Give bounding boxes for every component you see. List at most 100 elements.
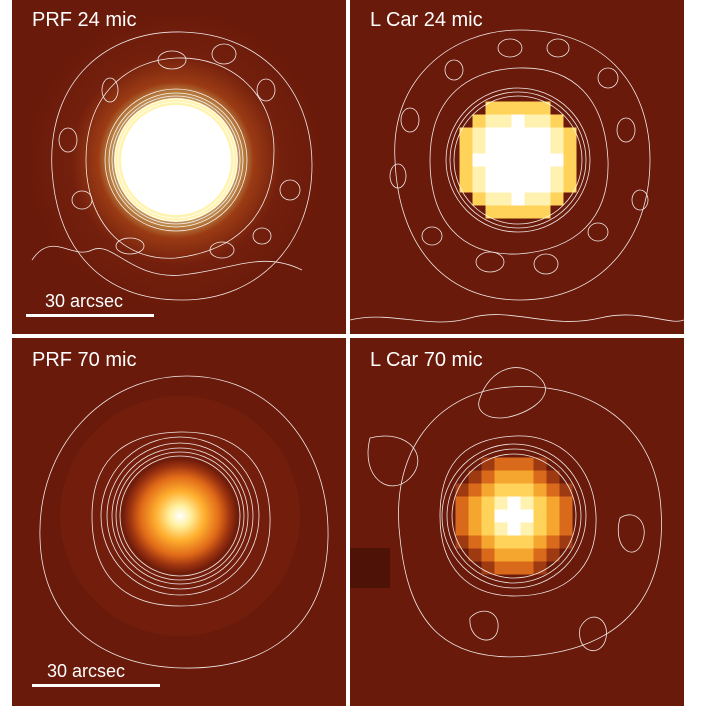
- panel-label: PRF 24 mic: [32, 9, 137, 31]
- panel-label: L Car 24 mic: [370, 9, 483, 31]
- image-pixel: [468, 548, 482, 562]
- image-pixel: [533, 457, 547, 471]
- lcar-70-image: [350, 338, 684, 706]
- image-pixel: [485, 140, 499, 154]
- image-pixel: [485, 179, 499, 193]
- image-pixel: [511, 140, 525, 154]
- image-pixel: [511, 114, 525, 128]
- image-pixel: [537, 114, 551, 128]
- scale-bar: [32, 684, 160, 687]
- image-pixel: [559, 509, 573, 523]
- image-pixel: [511, 179, 525, 193]
- image-pixel: [494, 483, 508, 497]
- panel-prf-70: PRF 70 mic 30 arcsec: [12, 338, 346, 706]
- image-pixel: [520, 470, 534, 484]
- image-pixel: [494, 561, 508, 575]
- image-pixel: [498, 127, 512, 141]
- image-pixel: [468, 522, 482, 536]
- image-pixel: [550, 127, 564, 141]
- image-pixel: [546, 535, 560, 549]
- image-pixel: [468, 535, 482, 549]
- image-pixel: [494, 470, 508, 484]
- image-pixel: [537, 140, 551, 154]
- image-pixel: [472, 166, 486, 180]
- image-pixel: [537, 101, 551, 115]
- image-pixel: [459, 179, 473, 193]
- image-pixel: [520, 522, 534, 536]
- image-pixel: [472, 192, 486, 206]
- image-pixel: [563, 179, 577, 193]
- image-pixel: [524, 192, 538, 206]
- image-pixel: [524, 205, 538, 219]
- image-pixel: [546, 548, 560, 562]
- image-pixel: [494, 496, 508, 510]
- image-pixel: [520, 548, 534, 562]
- image-pixel: [533, 496, 547, 510]
- image-pixel: [563, 166, 577, 180]
- image-pixel: [459, 127, 473, 141]
- image-pixel: [559, 483, 573, 497]
- image-pixel: [550, 192, 564, 206]
- image-pixel: [459, 153, 473, 167]
- image-pixel: [494, 535, 508, 549]
- image-pixel: [524, 101, 538, 115]
- image-pixel: [459, 166, 473, 180]
- image-pixel: [485, 153, 499, 167]
- image-pixel: [459, 140, 473, 154]
- image-pixel: [507, 522, 521, 536]
- panel-lcar-24: L Car 24 mic: [350, 0, 684, 334]
- panel-lcar-70: L Car 70 mic: [350, 338, 684, 706]
- image-pixel: [524, 114, 538, 128]
- image-pixel: [533, 561, 547, 575]
- image-pixel: [455, 522, 469, 536]
- image-pixel: [498, 153, 512, 167]
- image-pixel: [481, 561, 495, 575]
- image-pixel: [507, 457, 521, 471]
- image-pixel: [533, 483, 547, 497]
- image-pixel: [494, 548, 508, 562]
- image-pixel: [485, 205, 499, 219]
- image-pixel: [455, 535, 469, 549]
- image-pixel: [481, 522, 495, 536]
- image-pixel: [481, 470, 495, 484]
- image-pixel: [468, 470, 482, 484]
- image-pixel: [498, 114, 512, 128]
- panel-label: PRF 70 mic: [32, 349, 137, 371]
- image-pixel: [520, 457, 534, 471]
- image-pixel: [481, 496, 495, 510]
- image-pixel: [550, 114, 564, 128]
- panel-prf-24: PRF 24 mic 30 arcsec: [12, 0, 346, 334]
- image-pixel: [520, 496, 534, 510]
- image-pixel: [468, 483, 482, 497]
- prf-70-image: [12, 338, 346, 706]
- image-pixel: [524, 140, 538, 154]
- image-pixel: [524, 127, 538, 141]
- image-pixel: [481, 535, 495, 549]
- image-pixel: [455, 483, 469, 497]
- image-pixel: [511, 127, 525, 141]
- image-pixel: [481, 509, 495, 523]
- image-pixel: [563, 127, 577, 141]
- image-pixel: [550, 153, 564, 167]
- image-pixel: [550, 179, 564, 193]
- image-pixel: [498, 101, 512, 115]
- image-pixel: [485, 127, 499, 141]
- scale-bar-label: 30 arcsec: [45, 291, 124, 311]
- image-pixel: [472, 114, 486, 128]
- image-pixel: [524, 153, 538, 167]
- image-pixel: [498, 205, 512, 219]
- image-pixel: [455, 509, 469, 523]
- image-pixel: [559, 522, 573, 536]
- image-pixel: [472, 127, 486, 141]
- image-pixel: [537, 179, 551, 193]
- image-pixel: [546, 522, 560, 536]
- image-pixel: [507, 483, 521, 497]
- image-pixel: [511, 166, 525, 180]
- image-pixel: [481, 457, 495, 471]
- image-pixel: [563, 140, 577, 154]
- image-pixel: [533, 535, 547, 549]
- image-pixel: [485, 101, 499, 115]
- image-pixel: [498, 179, 512, 193]
- scale-bar: [26, 314, 154, 317]
- image-pixel: [520, 483, 534, 497]
